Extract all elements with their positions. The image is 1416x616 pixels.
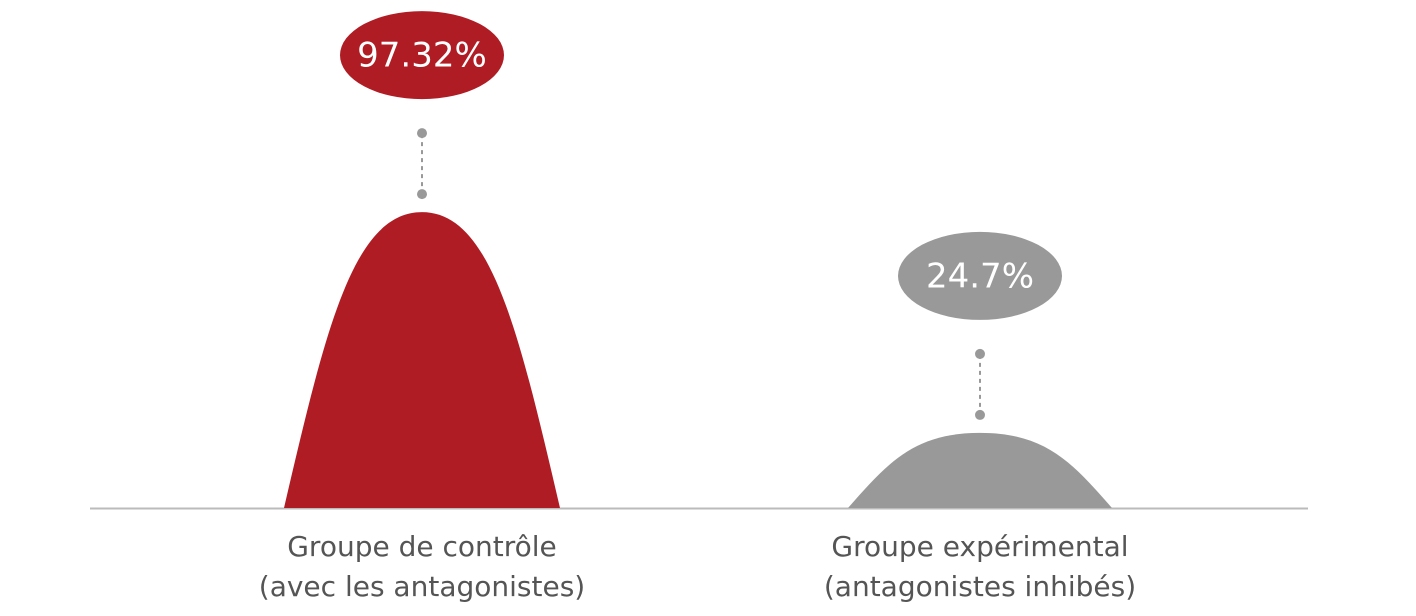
connector-dot — [975, 348, 985, 359]
category-label: Groupe expérimental — [831, 530, 1128, 563]
category-label: (antagonistes inhibés) — [824, 570, 1136, 603]
value-label: 97.32% — [357, 36, 487, 76]
category-label: (avec les antagonistes) — [259, 570, 585, 603]
value-bubble — [898, 231, 1062, 320]
bell — [284, 212, 560, 508]
value-label: 24.7% — [926, 256, 1034, 296]
connector-dot — [417, 128, 427, 139]
category-label: Groupe de contrôle — [287, 530, 557, 563]
value-bubble — [340, 11, 504, 100]
bell — [848, 432, 1112, 508]
